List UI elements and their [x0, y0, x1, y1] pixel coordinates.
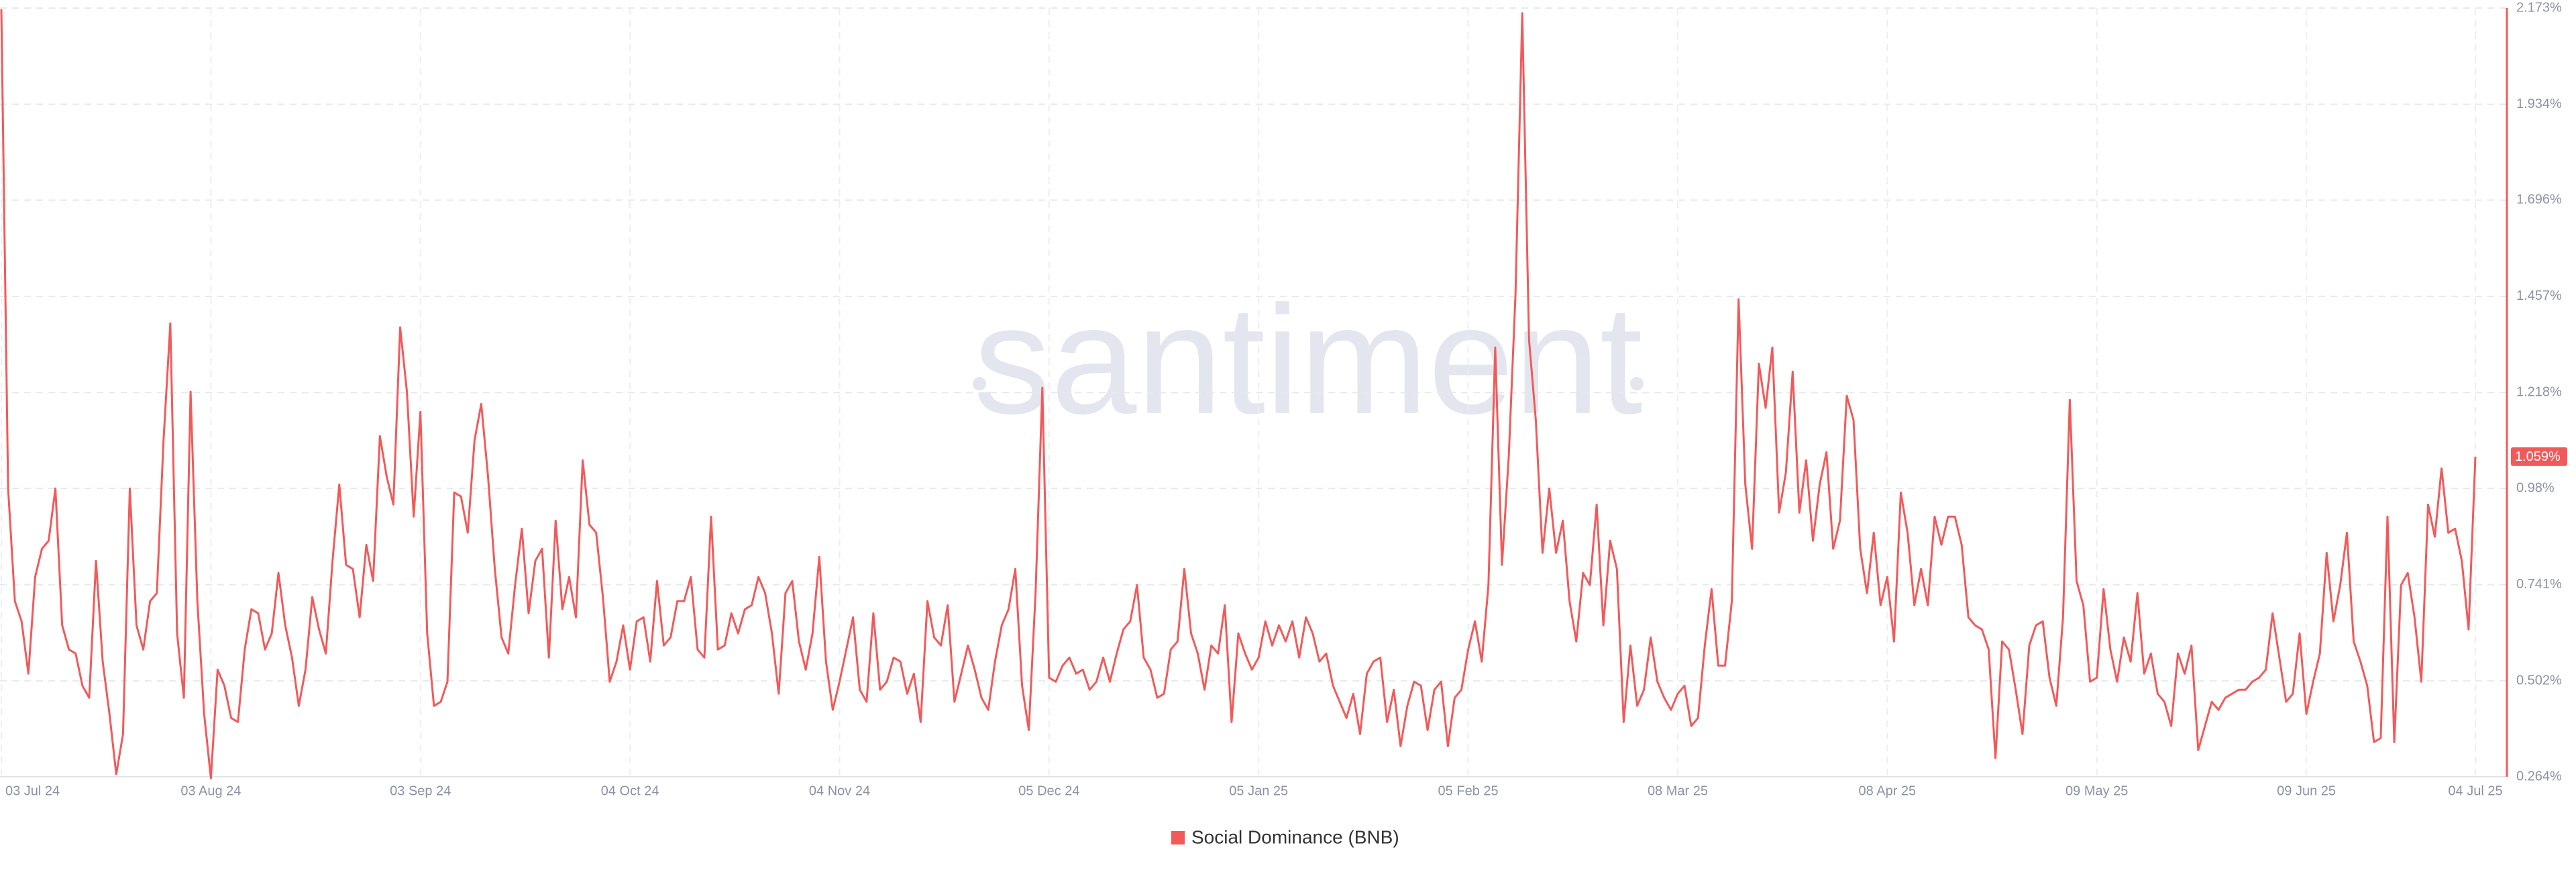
watermark-text: santiment [973, 274, 1642, 446]
x-tick-label: 09 May 25 [2065, 783, 2128, 798]
y-tick-label: 0.741% [2516, 577, 2562, 592]
y-tick-label: 1.696% [2516, 193, 2562, 207]
line-series [0, 9, 2477, 779]
x-tick-label: 05 Dec 24 [1018, 783, 1079, 798]
x-tick-label: 04 Oct 24 [601, 783, 659, 798]
legend: Social Dominance (BNB) [1171, 826, 1399, 847]
y-tick-label: 0.502% [2516, 673, 2562, 688]
x-tick-label: 08 Apr 25 [1859, 783, 1917, 798]
x-tick-label: 03 Jul 24 [5, 783, 60, 798]
y-tick-label: 0.264% [2516, 769, 2562, 783]
x-tick-label: 08 Mar 25 [1648, 783, 1708, 798]
y-tick-label: 2.173% [2516, 0, 2562, 15]
x-tick-label: 04 Jul 25 [2448, 783, 2502, 798]
legend-label: Social Dominance (BNB) [1191, 826, 1399, 847]
x-tick-label: 03 Sep 24 [390, 783, 451, 798]
value-label: 1.059% [2515, 449, 2561, 464]
x-tick-label: 05 Feb 25 [1438, 783, 1499, 798]
y-tick-label: 1.934% [2516, 97, 2562, 111]
watermark-dot [973, 377, 986, 390]
watermark: santiment [973, 274, 1644, 446]
watermark-dot [1630, 377, 1644, 390]
value-label-bg [2511, 447, 2567, 466]
y-tick-label: 1.218% [2516, 385, 2562, 400]
x-tick-label: 09 Jun 25 [2277, 783, 2336, 798]
x-tick-label: 05 Jan 25 [1229, 783, 1288, 798]
y-tick-label: 0.98% [2516, 480, 2555, 495]
x-tick-label: 03 Aug 24 [180, 783, 241, 798]
x-tick-label: 04 Nov 24 [809, 783, 870, 798]
legend-swatch [1171, 831, 1185, 844]
y-tick-label: 1.457% [2516, 288, 2562, 303]
